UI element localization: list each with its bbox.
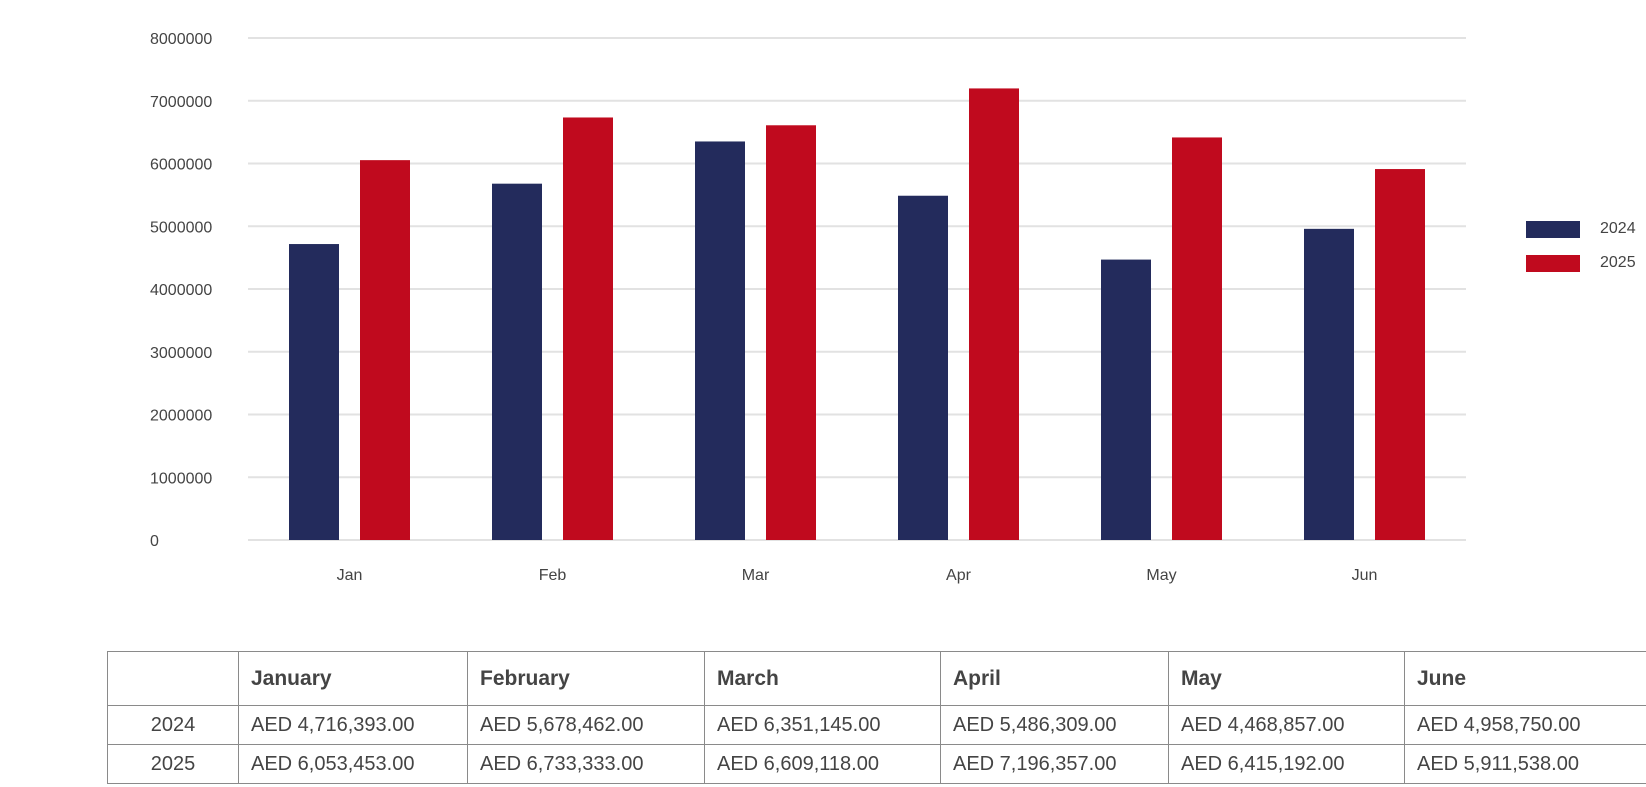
table-header-cell: February	[467, 651, 705, 706]
bar-2025-apr	[969, 88, 1019, 541]
y-tick-label: 3000000	[150, 345, 212, 362]
bar-2025-jun	[1375, 169, 1425, 540]
table-cell: AED 5,486,309.00	[940, 705, 1169, 745]
y-tick-label: 8000000	[150, 31, 212, 48]
bar-2024-mar	[695, 141, 745, 541]
y-tick-label: 2000000	[150, 408, 212, 425]
table-header-cell: June	[1404, 651, 1646, 706]
table-row-year: 2025	[107, 744, 239, 784]
legend-swatch-2024	[1526, 220, 1580, 238]
bar-2025-mar	[766, 125, 816, 541]
table-cell: AED 4,716,393.00	[238, 705, 468, 745]
bar-2025-jan	[360, 160, 410, 541]
table-row-year: 2024	[107, 705, 239, 745]
table-cell: AED 4,468,857.00	[1168, 705, 1405, 745]
x-tick-label: Mar	[742, 567, 770, 584]
legend-label-2025: 2025	[1600, 254, 1636, 271]
table-header-cell	[107, 651, 239, 706]
table-cell: AED 5,911,538.00	[1404, 744, 1646, 784]
x-tick-label: Jun	[1352, 567, 1378, 584]
x-tick-label: Feb	[539, 567, 567, 584]
y-tick-label: 4000000	[150, 282, 212, 299]
data-table: January February March April May June 20…	[107, 651, 1646, 784]
table-row: 2025 AED 6,053,453.00 AED 6,733,333.00 A…	[107, 744, 1646, 784]
bar-2025-may	[1172, 137, 1222, 540]
y-tick-label: 1000000	[150, 470, 212, 487]
x-tick-label: Apr	[946, 567, 972, 584]
table-row: 2024 AED 4,716,393.00 AED 5,678,462.00 A…	[107, 705, 1646, 745]
y-tick-label: 7000000	[150, 94, 212, 111]
table-cell: AED 6,053,453.00	[238, 744, 468, 784]
legend-label-2024: 2024	[1600, 220, 1636, 237]
table-cell: AED 6,733,333.00	[467, 744, 705, 784]
table-header-cell: April	[940, 651, 1169, 706]
bars	[289, 88, 1425, 541]
bar-2025-feb	[563, 117, 613, 541]
x-axis-ticks: Jan Feb Mar Apr May Jun	[337, 567, 1378, 584]
y-tick-label: 5000000	[150, 219, 212, 236]
table-cell: AED 6,609,118.00	[704, 744, 941, 784]
bar-2024-jan	[289, 244, 339, 541]
y-tick-label: 6000000	[150, 157, 212, 174]
table-cell: AED 4,958,750.00	[1404, 705, 1646, 745]
table-header-cell: May	[1168, 651, 1405, 706]
legend: 2024 2025	[1526, 212, 1636, 280]
bar-2024-apr	[898, 195, 948, 540]
y-axis-ticks: 0 1000000 2000000 3000000 4000000 5000000 6000…	[150, 31, 212, 550]
legend-item-2024: 2024	[1526, 212, 1636, 246]
table-cell: AED 7,196,357.00	[940, 744, 1169, 784]
table-cell: AED 5,678,462.00	[467, 705, 705, 745]
y-tick-label: 0	[150, 533, 159, 550]
grid-lines	[248, 37, 1466, 541]
table-cell: AED 6,351,145.00	[704, 705, 941, 745]
legend-swatch-2025	[1526, 254, 1580, 272]
bar-2024-feb	[492, 183, 542, 540]
legend-item-2025: 2025	[1526, 246, 1636, 280]
bar-chart: 0 1000000 2000000 3000000 4000000 5000000 6000…	[150, 31, 1636, 584]
x-tick-label: Jan	[337, 567, 363, 584]
table-header-cell: March	[704, 651, 941, 706]
bar-2024-may	[1101, 259, 1151, 540]
bar-2024-jun	[1304, 228, 1354, 540]
x-tick-label: May	[1146, 567, 1176, 584]
table-header-row: January February March April May June	[107, 651, 1646, 706]
table-cell: AED 6,415,192.00	[1168, 744, 1405, 784]
table-header-cell: January	[238, 651, 468, 706]
chart-svg: 0 1000000 2000000 3000000 4000000 5000000 6000…	[150, 31, 1466, 584]
